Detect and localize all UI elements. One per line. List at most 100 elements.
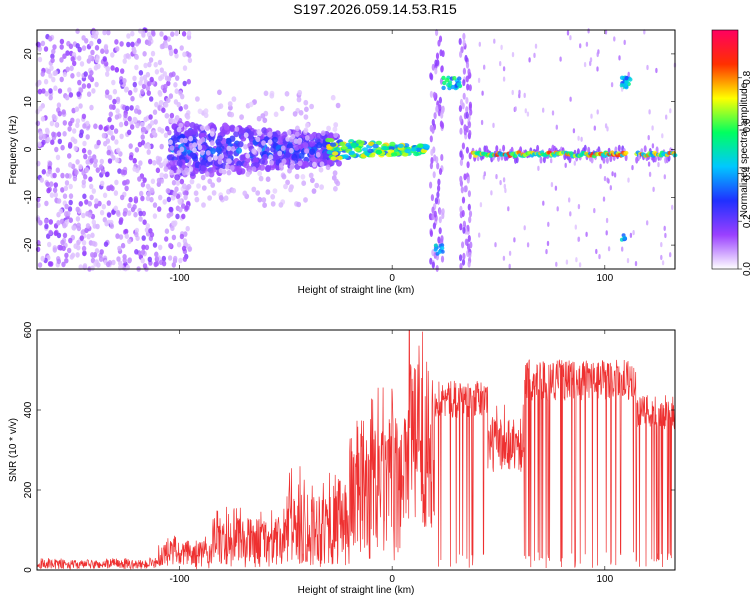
noise-dot bbox=[140, 134, 145, 140]
signal-dot bbox=[239, 154, 246, 161]
streak-dot bbox=[599, 163, 602, 169]
x-tick-label: 0 bbox=[389, 574, 395, 585]
halo-dot bbox=[230, 145, 236, 152]
noise-dot bbox=[137, 176, 142, 182]
noise-dot bbox=[76, 244, 81, 251]
dropout-dot bbox=[438, 168, 443, 175]
noise-dot bbox=[115, 209, 121, 216]
noise-dot bbox=[157, 206, 162, 212]
noise-dot bbox=[179, 178, 185, 185]
noise-dot bbox=[154, 255, 160, 262]
noise-dot bbox=[49, 192, 55, 198]
halo-dot bbox=[267, 139, 273, 145]
noise-dot bbox=[105, 89, 110, 95]
signal-dot bbox=[336, 160, 342, 167]
halo-dot bbox=[289, 147, 294, 154]
streak-dot bbox=[568, 197, 571, 203]
colorbar-tick-label: 0.8 bbox=[742, 70, 750, 84]
noise-dot bbox=[109, 130, 114, 136]
streak-dot bbox=[555, 261, 558, 267]
colorbar-tick-label: 0.6 bbox=[742, 118, 750, 132]
x-tick-label: 0 bbox=[389, 273, 395, 284]
noise-dot bbox=[181, 203, 186, 209]
signal-dot bbox=[309, 148, 316, 155]
streak-dot bbox=[507, 206, 510, 212]
signal-dot bbox=[381, 145, 388, 151]
band-dot bbox=[441, 85, 446, 91]
noise-dot bbox=[182, 256, 188, 262]
noise-dot bbox=[146, 191, 152, 197]
noise-dot bbox=[63, 211, 69, 217]
dropout-dot bbox=[437, 39, 441, 47]
noise-dot bbox=[161, 260, 167, 267]
halo-dot bbox=[311, 188, 317, 194]
halo-dot bbox=[185, 114, 191, 120]
noise-dot bbox=[68, 162, 73, 168]
streak-dot bbox=[569, 35, 572, 41]
streak-dot bbox=[663, 174, 666, 180]
noise-dot bbox=[60, 239, 65, 246]
noise-dot bbox=[182, 65, 188, 71]
noise-dot bbox=[95, 167, 101, 173]
signal-dot bbox=[410, 147, 417, 152]
halo-dot bbox=[294, 131, 300, 137]
noise-dot bbox=[166, 212, 171, 219]
dropout-dot bbox=[459, 150, 463, 158]
noise-dot bbox=[47, 241, 52, 248]
noise-dot bbox=[74, 106, 80, 112]
dropout-dot bbox=[468, 152, 472, 160]
noise-dot bbox=[89, 70, 94, 76]
halo-dot bbox=[314, 182, 320, 189]
noise-dot bbox=[103, 241, 109, 247]
noise-dot bbox=[186, 30, 192, 37]
noise-dot bbox=[100, 48, 105, 54]
noise-dot bbox=[51, 76, 56, 83]
signal-dot bbox=[413, 151, 420, 157]
noise-dot bbox=[60, 172, 65, 179]
noise-dot bbox=[56, 198, 62, 204]
noise-dot bbox=[138, 160, 143, 166]
signal-dot bbox=[415, 147, 423, 152]
noise-dot bbox=[161, 107, 166, 113]
noise-dot bbox=[163, 35, 168, 41]
streak-dot bbox=[613, 36, 616, 42]
signal-dot bbox=[216, 135, 223, 142]
halo-dot bbox=[335, 102, 341, 109]
streak-dot bbox=[495, 174, 498, 180]
halo-dot bbox=[262, 202, 267, 208]
streak-dot bbox=[566, 30, 570, 36]
noise-dot bbox=[128, 90, 133, 96]
streak-dot bbox=[554, 185, 558, 191]
noise-dot bbox=[168, 242, 173, 249]
signal-dot bbox=[326, 150, 333, 155]
streak-dot bbox=[605, 230, 608, 236]
noise-dot bbox=[69, 65, 74, 72]
noise-dot bbox=[68, 183, 73, 190]
noise-dot bbox=[116, 256, 121, 262]
noise-dot bbox=[96, 139, 101, 146]
noise-dot bbox=[104, 220, 109, 227]
streak-dot bbox=[596, 51, 599, 58]
noise-dot bbox=[143, 62, 148, 69]
dropout-dot bbox=[465, 61, 470, 69]
noise-dot bbox=[90, 49, 95, 56]
line-halo bbox=[536, 144, 540, 152]
halo-dot bbox=[218, 167, 224, 174]
noise-dot bbox=[125, 179, 130, 185]
streak-dot bbox=[478, 232, 481, 238]
dropout-dot bbox=[433, 210, 437, 218]
noise-dot bbox=[81, 35, 86, 41]
streak-dot bbox=[647, 161, 651, 167]
noise-dot bbox=[114, 139, 119, 145]
halo-dot bbox=[176, 126, 182, 133]
dropout-dot bbox=[467, 260, 471, 268]
dropout-dot bbox=[436, 59, 440, 67]
halo-dot bbox=[234, 126, 240, 132]
noise-dot bbox=[91, 240, 96, 247]
noise-dot bbox=[38, 105, 43, 112]
signal-dot bbox=[172, 136, 179, 144]
noise-dot bbox=[178, 257, 183, 264]
line-halo bbox=[502, 144, 506, 152]
noise-dot bbox=[151, 31, 156, 37]
band-dot bbox=[450, 84, 456, 90]
